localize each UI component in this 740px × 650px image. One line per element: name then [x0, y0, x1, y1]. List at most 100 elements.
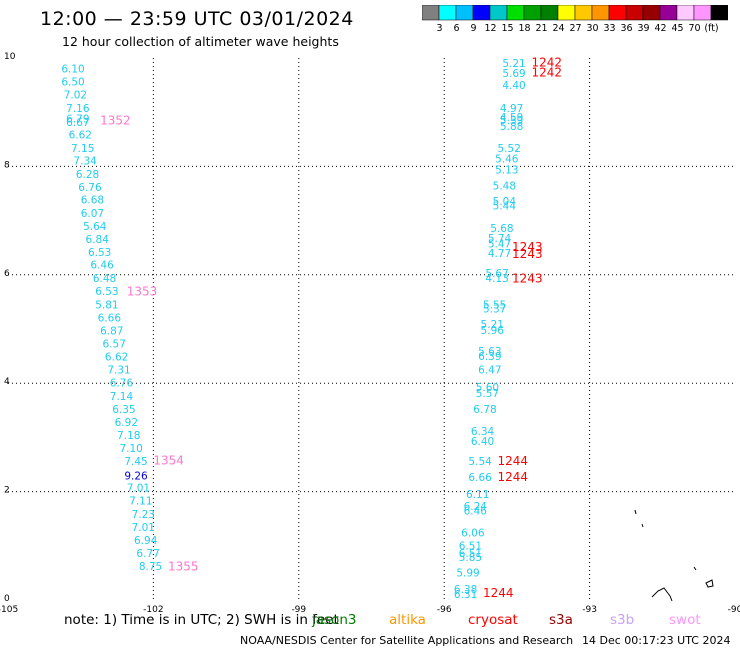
legend-label: 9: [470, 23, 476, 34]
wave-height-label: 6.51: [459, 540, 482, 552]
wave-height-label: 5.67: [485, 268, 508, 280]
wave-height-label: 6.92: [115, 417, 138, 429]
legend-label: (ft): [704, 23, 718, 34]
x-tick-label: -99: [291, 605, 306, 615]
wave-height-label: 5.88: [500, 121, 523, 133]
wave-height-label: 6.47: [478, 365, 501, 377]
wave-height-label: 6.62: [105, 352, 128, 364]
wave-height-label: 6.28: [76, 169, 99, 181]
legend-label: 12: [484, 23, 496, 34]
y-tick-label: 8: [4, 160, 10, 170]
wave-height-label: 6.07: [81, 208, 104, 220]
wave-height-label: 7.02: [64, 89, 87, 101]
wave-height-label: 5.60: [476, 382, 499, 394]
pass-id-label: 1242: [531, 55, 562, 69]
pass-id-label: 1242: [531, 66, 562, 80]
legend-swatch: [710, 5, 728, 21]
color-legend: 3 6 9 12 15 18 21 24 27 30 33 36 39 42 45 70 (ft): [422, 5, 728, 34]
wave-height-label: 6.67: [66, 117, 89, 129]
x-tick-label: -96: [437, 605, 452, 615]
wave-height-label: 6.10: [61, 63, 84, 75]
legend-label: 30: [586, 23, 598, 34]
wave-height-label: 6.06: [461, 527, 485, 539]
wave-height-label: 5.57: [476, 388, 499, 400]
legend-label: 70: [688, 23, 700, 34]
wave-height-label: 4.77: [488, 248, 511, 260]
wave-height-label: 4.59: [500, 112, 523, 124]
x-tick-label: -102: [143, 605, 163, 615]
pass-id-label: 1244: [498, 454, 529, 468]
coastline-fragment: [651, 587, 673, 602]
legend-label: 36: [620, 23, 632, 34]
coastline-fragment: [634, 509, 637, 515]
y-tick-label: 10: [4, 52, 16, 62]
wave-height-label: 6.87: [100, 326, 123, 338]
wave-height-label: 7.45: [124, 456, 147, 468]
wave-height-label: 6.79: [66, 114, 89, 126]
coastline-fragment: [705, 579, 714, 588]
wave-height-label: 5.59: [500, 115, 523, 127]
pass-id-label: 1244: [483, 586, 514, 600]
wave-height-label: 5.48: [493, 180, 516, 192]
pass-id-label: 1244: [498, 470, 529, 484]
legend-label: 45: [671, 23, 683, 34]
wave-height-label: 6.57: [103, 339, 126, 351]
wave-height-label: 6.39: [478, 351, 501, 363]
wave-height-label: 6.31: [454, 589, 477, 601]
wave-height-label: 6.46: [464, 506, 488, 518]
mission-s3b: s3b: [610, 612, 635, 628]
pass-id-label: 1354: [153, 454, 184, 468]
pass-id-label: 1353: [127, 285, 158, 299]
footer-source: NOAA/NESDIS Center for Satellite Applica…: [240, 634, 574, 647]
pass-id-label: 1352: [100, 113, 131, 127]
wave-height-label: 5.63: [478, 346, 501, 358]
wave-height-label: 6.51: [459, 548, 482, 560]
footer-note: note: 1) Time is in UTC; 2) SWH is in fe…: [64, 612, 339, 628]
y-tick-label: 6: [4, 269, 10, 279]
wave-height-label: 5.47: [488, 238, 511, 250]
wave-height-label: 5.81: [95, 300, 118, 312]
x-tick-label: -93: [582, 605, 597, 615]
legend-label: 6: [453, 23, 459, 34]
footer-timestamp: 14 Dec 00:17:23 UTC 2024: [582, 634, 731, 647]
wave-height-label: 8.75: [139, 561, 162, 573]
wave-height-label: 6.76: [78, 182, 102, 194]
legend-label: 24: [552, 23, 564, 34]
mission-altika: altika: [389, 612, 426, 628]
wave-height-label: 5.74: [488, 233, 512, 245]
wave-height-label: 6.76: [110, 378, 134, 390]
legend-label: 42: [654, 23, 666, 34]
wave-height-label: 5.46: [495, 153, 519, 165]
coastline-fragment: [693, 566, 697, 571]
wave-height-label: 6.94: [134, 535, 158, 547]
wave-height-label: 7.34: [73, 155, 97, 167]
wave-height-label: 9.26: [124, 470, 148, 482]
wave-height-label: 6.11: [466, 489, 489, 501]
wave-height-label: 6.53: [88, 247, 111, 259]
legend-label: 21: [535, 23, 547, 34]
wave-height-label: 6.35: [112, 404, 135, 416]
wave-height-label: 7.23: [132, 509, 155, 521]
wave-height-label: 7.16: [66, 103, 90, 115]
mission-jason3: jason3: [312, 612, 357, 628]
wave-height-label: 6.66: [468, 472, 492, 484]
wave-height-label: 5.52: [498, 143, 521, 155]
wave-height-label: 4.97: [500, 103, 523, 115]
y-tick-label: 2: [4, 486, 10, 496]
wave-height-label: 7.01: [132, 522, 155, 534]
pass-id-label: 1243: [512, 240, 543, 254]
coastline-fragment: [641, 523, 644, 528]
legend-label: 27: [569, 23, 581, 34]
wave-height-label: 4.40: [502, 80, 525, 92]
wave-height-label: 6.78: [473, 404, 496, 416]
wave-height-label: 5.21: [502, 58, 525, 70]
wave-height-label: 5.99: [456, 567, 479, 579]
wave-height-label: 7.01: [127, 482, 150, 494]
wave-height-label: 5.68: [490, 223, 513, 235]
wave-height-label: 5.96: [481, 325, 505, 337]
wave-height-label: 5.64: [83, 221, 107, 233]
x-tick-label: -90: [728, 605, 740, 615]
legend-label: 15: [501, 23, 513, 34]
wave-height-label: 6.46: [90, 260, 114, 272]
